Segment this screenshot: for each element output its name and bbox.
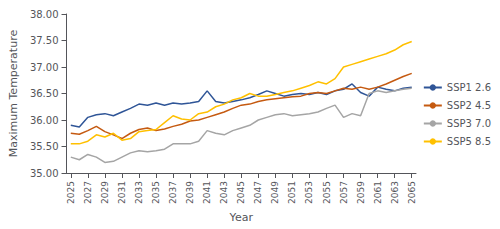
svg-text:2059: 2059	[356, 181, 366, 204]
svg-text:2055: 2055	[322, 181, 332, 204]
svg-text:2065: 2065	[407, 181, 417, 204]
svg-text:37.50: 37.50	[30, 35, 59, 46]
svg-text:Year: Year	[229, 211, 254, 224]
svg-text:2053: 2053	[304, 181, 314, 204]
svg-text:36.00: 36.00	[30, 115, 59, 126]
svg-text:2047: 2047	[253, 181, 263, 204]
svg-text:Maximum Temperature: Maximum Temperature	[7, 30, 20, 158]
svg-text:35.00: 35.00	[30, 168, 59, 179]
svg-text:38.00: 38.00	[30, 9, 59, 20]
svg-text:37.00: 37.00	[30, 62, 59, 73]
svg-text:2063: 2063	[390, 181, 400, 204]
svg-text:SSP3 7.0: SSP3 7.0	[447, 118, 491, 129]
svg-text:2043: 2043	[219, 181, 229, 204]
svg-text:2061: 2061	[373, 181, 383, 204]
svg-text:2041: 2041	[202, 181, 212, 204]
svg-text:2033: 2033	[134, 181, 144, 204]
svg-text:36.50: 36.50	[30, 88, 59, 99]
svg-text:2025: 2025	[66, 181, 76, 204]
svg-text:SSP1 2.6: SSP1 2.6	[447, 82, 491, 93]
svg-text:2037: 2037	[168, 181, 178, 204]
svg-text:2049: 2049	[270, 181, 280, 204]
svg-text:35.50: 35.50	[30, 141, 59, 152]
svg-text:2039: 2039	[185, 181, 195, 204]
svg-text:2031: 2031	[117, 181, 127, 204]
svg-text:2035: 2035	[151, 181, 161, 204]
svg-text:2027: 2027	[83, 181, 93, 204]
svg-text:2029: 2029	[100, 181, 110, 204]
svg-text:2051: 2051	[287, 181, 297, 204]
svg-text:2057: 2057	[339, 181, 349, 204]
svg-text:SSP5 8.5: SSP5 8.5	[447, 136, 491, 147]
svg-text:2045: 2045	[236, 181, 246, 204]
svg-text:SSP2 4.5: SSP2 4.5	[447, 100, 491, 111]
